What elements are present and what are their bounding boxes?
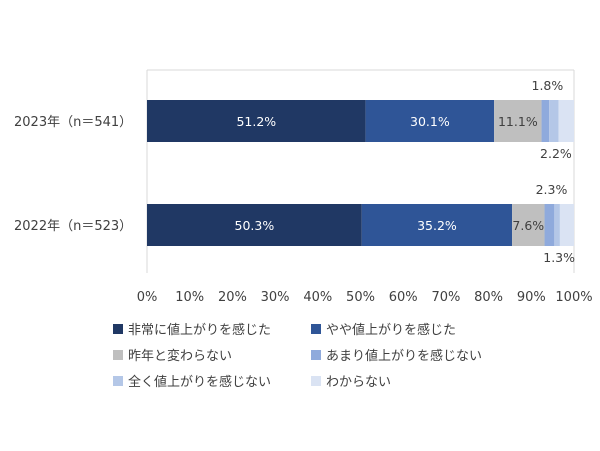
legend-label: わからない <box>326 375 391 390</box>
x-tick-label: 50% <box>346 290 375 305</box>
data-label: 1.8% <box>532 78 564 93</box>
x-tick-label: 10% <box>175 290 204 305</box>
x-tick-label: 20% <box>218 290 247 305</box>
x-tick-label: 100% <box>555 290 592 305</box>
legend-label: 非常に値上がりを感じた <box>128 322 271 338</box>
bar-segment <box>541 100 550 142</box>
data-labels: 51.2% 50.3% 30.1% 35.2% 11.1% 7.6% 1.8% 2.3% 2.2… <box>235 78 576 265</box>
bar-segment <box>147 204 362 246</box>
data-label: 7.6% <box>512 218 544 233</box>
legend-swatch <box>113 350 123 360</box>
data-label: 2.3% <box>536 182 568 197</box>
data-label: 1.3% <box>543 250 575 265</box>
legend-swatch <box>311 350 321 360</box>
bar-segment <box>559 204 574 246</box>
bar-segment <box>494 100 542 142</box>
legend-label: やや値上がりを感じた <box>326 322 456 338</box>
legend-swatch <box>113 376 123 386</box>
x-tick-label: 30% <box>261 290 290 305</box>
legend-label: あまり値上がりを感じない <box>326 348 482 364</box>
bar-segment <box>512 204 545 246</box>
bar-segment <box>361 204 513 246</box>
bar-segment <box>544 204 555 246</box>
category-label: 2023年（n＝541） <box>14 115 132 130</box>
legend-label: 昨年と変わらない <box>128 348 232 364</box>
legend-swatch <box>311 376 321 386</box>
x-tick-labels: 0% 10% 20% 30% 40% 50% 60% 70% 80% 90% 100% <box>137 290 593 305</box>
bar-segment <box>558 100 574 142</box>
legend-swatch <box>311 324 321 334</box>
data-label: 30.1% <box>410 114 450 129</box>
bar-segments <box>147 100 574 246</box>
legend-label: 全く値上がりを感じない <box>128 374 271 390</box>
x-tick-label: 90% <box>517 290 546 305</box>
category-labels: 2023年（n＝541） 2022年（n＝523） <box>14 115 132 234</box>
x-tick-label: 40% <box>303 290 332 305</box>
data-label: 2.2% <box>540 146 572 161</box>
x-tick-label: 60% <box>389 290 418 305</box>
category-label: 2022年（n＝523） <box>14 219 132 234</box>
bar-segment <box>554 204 560 246</box>
data-label: 11.1% <box>498 114 538 129</box>
x-tick-label: 0% <box>137 290 158 305</box>
bar-segment <box>147 100 366 142</box>
data-label: 51.2% <box>236 114 276 129</box>
x-tick-label: 70% <box>431 290 460 305</box>
x-tick-label: 80% <box>474 290 503 305</box>
legend-swatch <box>113 324 123 334</box>
data-label: 35.2% <box>417 218 457 233</box>
bar-segment <box>549 100 559 142</box>
bar-segment <box>365 100 495 142</box>
data-label: 50.3% <box>235 218 275 233</box>
